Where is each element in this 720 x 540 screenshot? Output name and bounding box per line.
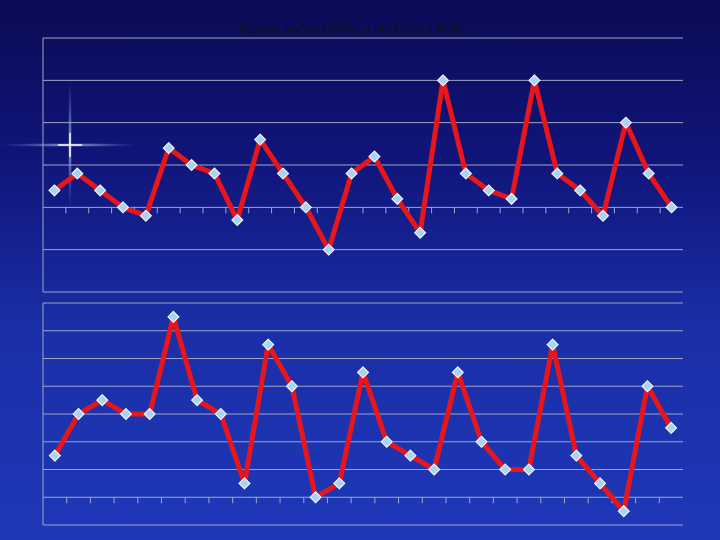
- data-marker: [475, 435, 488, 448]
- data-marker: [93, 184, 107, 197]
- data-marker: [619, 116, 633, 129]
- data-marker: [404, 449, 417, 462]
- data-marker: [309, 491, 322, 504]
- data-marker: [185, 158, 198, 172]
- data-marker: [641, 380, 654, 393]
- data-marker: [642, 167, 655, 180]
- data-marker: [253, 133, 267, 146]
- data-marker: [71, 167, 84, 180]
- data-marker: [593, 477, 607, 490]
- data-line: [52, 77, 674, 253]
- data-marker: [190, 393, 204, 407]
- data-marker: [380, 435, 393, 448]
- data-marker: [48, 449, 62, 462]
- data-marker: [546, 338, 559, 351]
- data-marker: [96, 393, 109, 407]
- data-marker: [459, 167, 473, 180]
- data-marker: [368, 150, 381, 163]
- data-marker: [116, 201, 130, 214]
- data-marker: [427, 463, 441, 476]
- data-marker: [333, 477, 346, 490]
- chart-title: Teplota počas týždňa v obci Stará Halič: [239, 21, 466, 36]
- data-marker: [299, 201, 313, 214]
- data-marker: [143, 407, 156, 421]
- data-marker: [617, 504, 630, 518]
- data-marker: [596, 209, 610, 223]
- data-marker: [261, 338, 275, 351]
- data-marker: [48, 184, 61, 197]
- data-marker: [551, 167, 564, 180]
- data-marker: [72, 407, 85, 421]
- data-marker: [276, 167, 290, 180]
- data-marker: [570, 449, 583, 462]
- data-marker: [413, 226, 427, 239]
- data-marker: [345, 167, 358, 180]
- sparkle: [0, 80, 140, 210]
- data-marker: [322, 243, 335, 256]
- data-marker: [499, 463, 512, 476]
- data-marker: [208, 167, 221, 180]
- data-marker: [528, 74, 541, 87]
- data-marker: [665, 201, 678, 214]
- data-marker: [214, 407, 227, 421]
- data-marker: [231, 213, 244, 227]
- data-marker: [285, 380, 299, 393]
- data-marker: [664, 421, 678, 435]
- data-marker: [356, 366, 370, 379]
- data-marker: [167, 310, 180, 324]
- data-marker: [162, 141, 175, 155]
- data-marker: [451, 366, 465, 379]
- data-marker: [436, 74, 450, 87]
- data-marker: [522, 463, 536, 476]
- data-marker: [482, 184, 495, 197]
- data-marker: [119, 407, 133, 421]
- data-marker: [139, 209, 153, 223]
- data-marker: [391, 192, 404, 206]
- data-marker: [238, 477, 251, 490]
- data-marker: [505, 192, 518, 206]
- data-marker: [573, 184, 587, 197]
